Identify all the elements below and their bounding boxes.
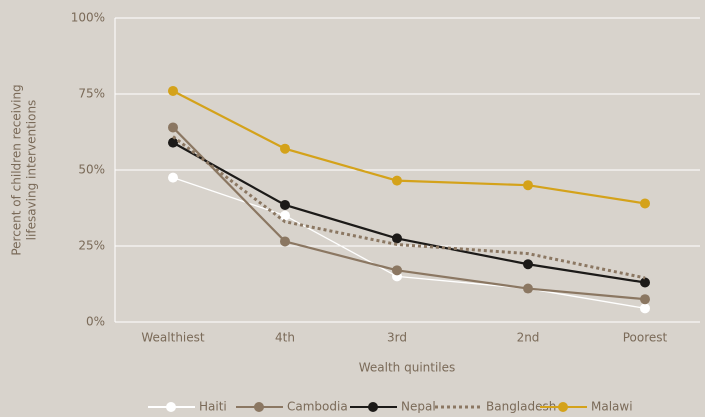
legend-marker	[558, 402, 568, 412]
point	[168, 172, 178, 183]
point	[523, 283, 533, 294]
point	[392, 265, 402, 276]
point	[640, 294, 650, 305]
legend-label: Haiti	[199, 400, 227, 414]
y-tick-label: 50%	[78, 163, 105, 177]
point	[640, 198, 650, 209]
y-tick-label: 25%	[78, 239, 105, 253]
point	[168, 85, 178, 96]
legend-label: Malawi	[591, 400, 633, 414]
point	[640, 277, 650, 288]
series-line	[172, 135, 646, 280]
point	[168, 122, 178, 133]
x-tick-label: 3rd	[387, 331, 407, 345]
y-tick-label: 75%	[78, 87, 105, 101]
point	[280, 199, 290, 210]
y-axis-label: lifesaving interventions	[25, 100, 39, 241]
legend-label: Cambodia	[287, 400, 348, 414]
x-axis-label: Wealth quintiles	[359, 361, 456, 375]
legend-marker	[368, 402, 378, 412]
x-tick-label: Wealthiest	[141, 331, 205, 345]
legend-label: Bangladesh	[486, 400, 556, 414]
point	[523, 180, 533, 191]
y-axis-label: Percent of children receiving	[10, 84, 24, 255]
point	[640, 303, 650, 314]
point	[280, 236, 290, 247]
point	[523, 259, 533, 270]
point	[280, 143, 290, 154]
y-tick-label: 0%	[86, 315, 105, 329]
point	[168, 137, 178, 148]
x-tick-label: 2nd	[517, 331, 540, 345]
legend-marker	[166, 402, 176, 412]
point	[392, 233, 402, 244]
legend-marker	[254, 402, 264, 412]
y-tick-label: 100%	[71, 11, 105, 25]
x-tick-label: 4th	[275, 331, 295, 345]
point	[392, 175, 402, 186]
legend-label: Nepal	[401, 400, 436, 414]
x-tick-label: Poorest	[623, 331, 668, 345]
point	[280, 210, 290, 221]
